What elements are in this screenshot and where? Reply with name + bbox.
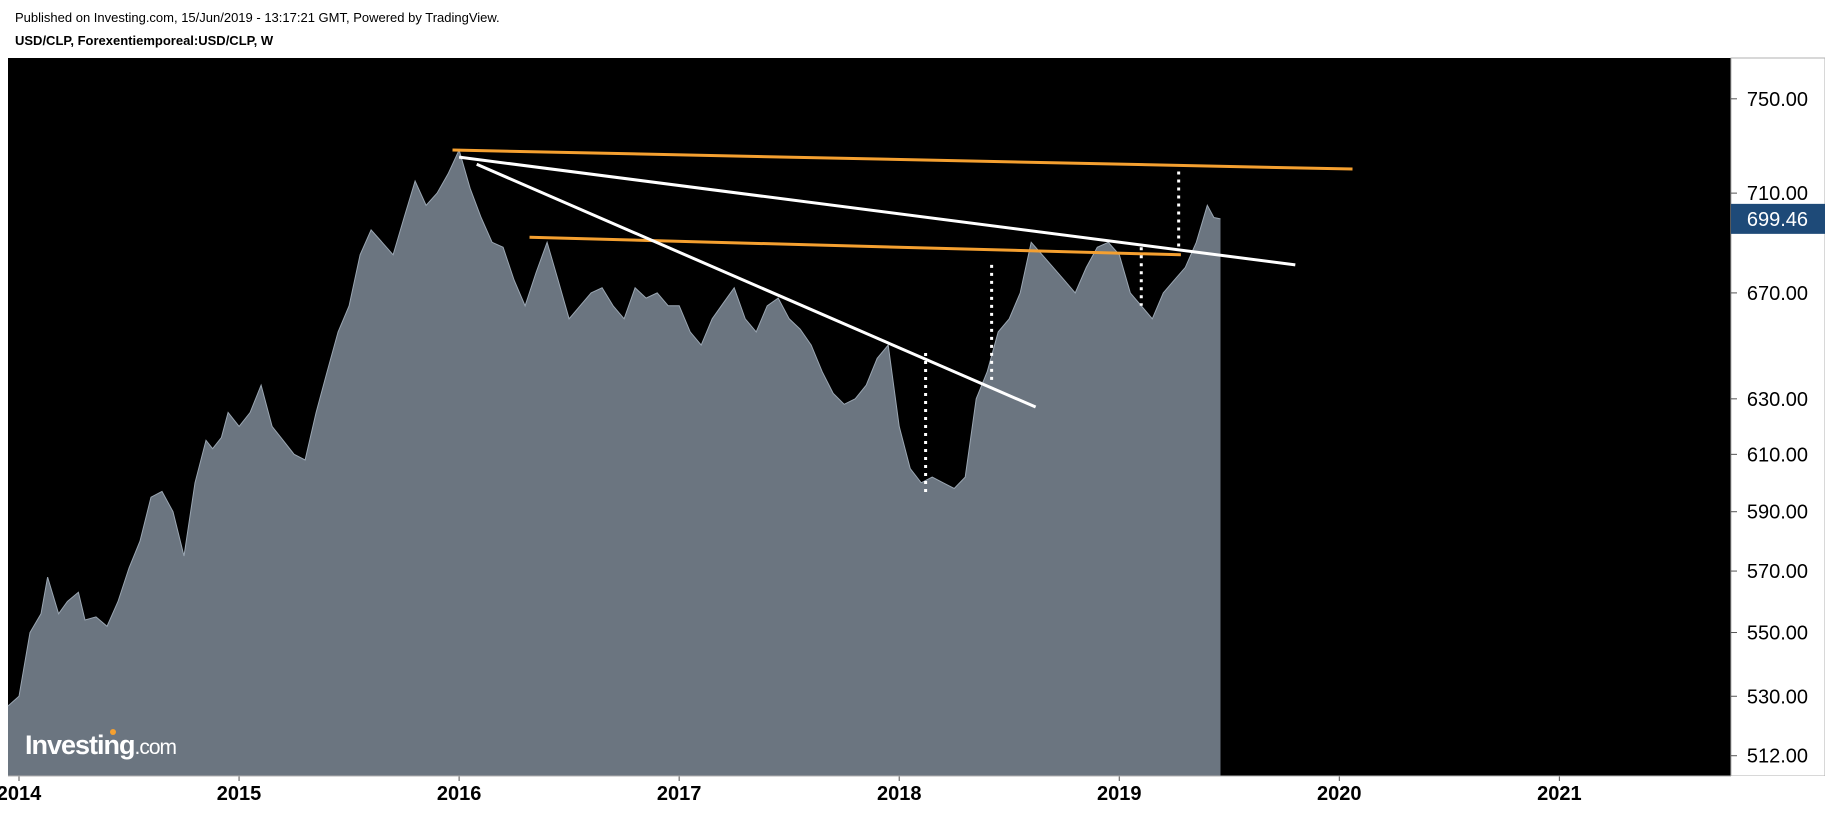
y-tick-label: 670.00 bbox=[1747, 283, 1808, 305]
y-tick-label: 512.00 bbox=[1747, 746, 1808, 768]
x-tick-label: 2020 bbox=[1317, 783, 1362, 805]
logo-text-main: Investing bbox=[25, 730, 135, 760]
y-tick-label: 750.00 bbox=[1747, 89, 1808, 111]
y-tick-label: 530.00 bbox=[1747, 686, 1808, 708]
trend-lines bbox=[452, 148, 1353, 409]
symbol-title: USD/CLP, Forexentiemporeal:USD/CLP, W bbox=[15, 33, 274, 48]
y-tick-label: 570.00 bbox=[1747, 561, 1808, 583]
last-price-badge: 699.46 bbox=[1731, 203, 1825, 234]
trend-line-orange[interactable] bbox=[529, 235, 1181, 257]
y-tick-label: 710.00 bbox=[1747, 183, 1808, 205]
y-tick-label: 630.00 bbox=[1747, 389, 1808, 411]
investing-logo: Investing.com bbox=[25, 729, 178, 760]
x-tick-label: 2019 bbox=[1097, 783, 1142, 805]
vertical-markers bbox=[924, 171, 1181, 495]
logo-text-suffix: .com bbox=[135, 736, 177, 759]
trend-line-white[interactable] bbox=[476, 162, 1037, 409]
y-axis-ticks: 750.00 710.00 670.00 630.00 610.00 590.00 570.… bbox=[1731, 89, 1808, 768]
price-axis[interactable] bbox=[1730, 57, 1825, 777]
x-tick-label: 2018 bbox=[877, 783, 922, 805]
time-axis[interactable] bbox=[0, 776, 1825, 800]
price-line bbox=[7, 148, 1221, 707]
trend-line-orange[interactable] bbox=[452, 148, 1353, 171]
x-tick-label: 2014 bbox=[0, 783, 42, 805]
published-note: Published on Investing.com, 15/Jun/2019 … bbox=[15, 10, 500, 25]
logo-dot-icon bbox=[110, 729, 116, 735]
x-tick-label: 2017 bbox=[657, 783, 702, 805]
x-axis-ticks: 2014 2015 2016 2017 2018 2019 2020 2021 bbox=[0, 776, 1582, 805]
x-tick-label: 2016 bbox=[437, 783, 482, 805]
y-tick-label: 610.00 bbox=[1747, 444, 1808, 466]
y-tick-label: 550.00 bbox=[1747, 623, 1808, 645]
price-area bbox=[8, 150, 1221, 776]
y-tick-label: 590.00 bbox=[1747, 502, 1808, 524]
x-tick-label: 2015 bbox=[217, 783, 262, 805]
svg-text:Investing.com: Investing.com bbox=[25, 730, 177, 760]
x-tick-label: 2021 bbox=[1537, 783, 1582, 805]
trend-line-white[interactable] bbox=[458, 155, 1296, 267]
last-price-label: 699.46 bbox=[1747, 209, 1808, 231]
